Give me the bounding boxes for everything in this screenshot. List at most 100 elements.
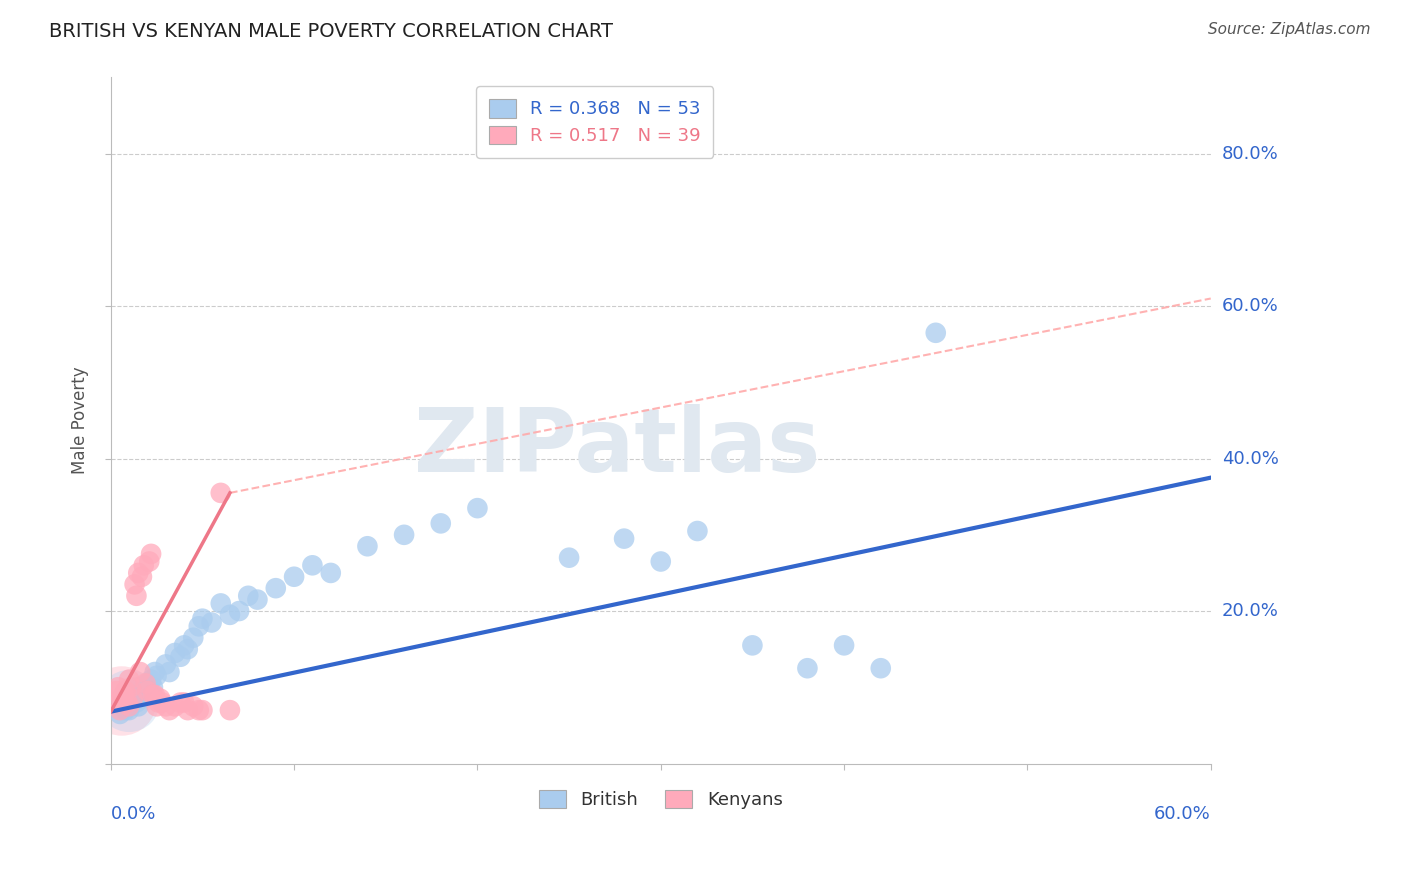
Text: 60.0%: 60.0% bbox=[1154, 805, 1211, 823]
Point bbox=[228, 604, 250, 618]
Point bbox=[169, 696, 191, 710]
Point bbox=[138, 554, 160, 568]
Point bbox=[118, 703, 141, 717]
Point bbox=[209, 486, 232, 500]
Point bbox=[114, 703, 136, 717]
Point bbox=[219, 703, 242, 717]
Text: 0.0%: 0.0% bbox=[111, 805, 156, 823]
Point bbox=[132, 680, 155, 694]
Point bbox=[142, 680, 165, 694]
Point bbox=[108, 703, 131, 717]
Text: 20.0%: 20.0% bbox=[1222, 602, 1278, 620]
Point bbox=[129, 684, 152, 698]
Point bbox=[132, 558, 155, 573]
Point bbox=[117, 696, 139, 710]
Point bbox=[187, 619, 209, 633]
Point bbox=[150, 696, 173, 710]
Point bbox=[127, 680, 149, 694]
Point bbox=[121, 691, 143, 706]
Point bbox=[155, 657, 177, 672]
Point bbox=[114, 684, 136, 698]
Y-axis label: Male Poverty: Male Poverty bbox=[72, 367, 89, 475]
Point bbox=[741, 638, 763, 652]
Point bbox=[686, 524, 709, 538]
Point bbox=[127, 699, 149, 714]
Point bbox=[112, 699, 135, 714]
Point bbox=[120, 680, 142, 694]
Point bbox=[148, 696, 170, 710]
Point bbox=[392, 528, 415, 542]
Point bbox=[124, 577, 146, 591]
Point bbox=[131, 570, 153, 584]
Point bbox=[187, 703, 209, 717]
Point bbox=[139, 673, 162, 687]
Point bbox=[301, 558, 323, 573]
Point bbox=[181, 631, 204, 645]
Point bbox=[143, 688, 166, 702]
Text: ZIPatlas: ZIPatlas bbox=[413, 404, 820, 491]
Point bbox=[181, 699, 204, 714]
Point bbox=[103, 696, 125, 710]
Point bbox=[219, 607, 242, 622]
Point bbox=[131, 691, 153, 706]
Point bbox=[200, 615, 222, 630]
Point bbox=[135, 676, 157, 690]
Point bbox=[136, 684, 159, 698]
Text: 80.0%: 80.0% bbox=[1222, 145, 1278, 162]
Point bbox=[135, 688, 157, 702]
Point bbox=[107, 680, 129, 694]
Point bbox=[356, 539, 378, 553]
Point bbox=[121, 691, 143, 706]
Text: 40.0%: 40.0% bbox=[1222, 450, 1278, 467]
Text: BRITISH VS KENYAN MALE POVERTY CORRELATION CHART: BRITISH VS KENYAN MALE POVERTY CORRELATI… bbox=[49, 22, 613, 41]
Point bbox=[558, 550, 581, 565]
Point bbox=[145, 669, 167, 683]
Point bbox=[173, 638, 195, 652]
Point bbox=[118, 699, 141, 714]
Point bbox=[191, 703, 214, 717]
Point bbox=[143, 665, 166, 679]
Point bbox=[238, 589, 260, 603]
Point bbox=[209, 596, 232, 610]
Point bbox=[124, 688, 146, 702]
Point bbox=[127, 566, 149, 580]
Point bbox=[832, 638, 855, 652]
Point bbox=[142, 688, 165, 702]
Point bbox=[177, 642, 200, 657]
Point bbox=[112, 688, 135, 702]
Point bbox=[283, 570, 305, 584]
Point bbox=[319, 566, 342, 580]
Point bbox=[145, 699, 167, 714]
Point bbox=[155, 699, 177, 714]
Point bbox=[118, 688, 141, 702]
Point bbox=[105, 684, 128, 698]
Point bbox=[149, 691, 172, 706]
Point bbox=[173, 696, 195, 710]
Point bbox=[246, 592, 269, 607]
Point bbox=[118, 694, 141, 708]
Point bbox=[159, 703, 181, 717]
Point bbox=[111, 691, 134, 706]
Point bbox=[139, 547, 162, 561]
Point bbox=[925, 326, 948, 340]
Point bbox=[125, 696, 148, 710]
Point bbox=[129, 665, 152, 679]
Legend: British, Kenyans: British, Kenyans bbox=[531, 782, 790, 816]
Point bbox=[613, 532, 636, 546]
Point bbox=[163, 646, 186, 660]
Point bbox=[136, 676, 159, 690]
Point bbox=[118, 673, 141, 687]
Point bbox=[159, 665, 181, 679]
Point bbox=[191, 612, 214, 626]
Point bbox=[108, 706, 131, 721]
Point bbox=[169, 649, 191, 664]
Point bbox=[650, 554, 672, 568]
Point bbox=[163, 699, 186, 714]
Point bbox=[429, 516, 451, 531]
Text: Source: ZipAtlas.com: Source: ZipAtlas.com bbox=[1208, 22, 1371, 37]
Point bbox=[177, 703, 200, 717]
Text: 60.0%: 60.0% bbox=[1222, 297, 1278, 315]
Point bbox=[796, 661, 818, 675]
Point bbox=[467, 501, 489, 516]
Point bbox=[111, 694, 134, 708]
